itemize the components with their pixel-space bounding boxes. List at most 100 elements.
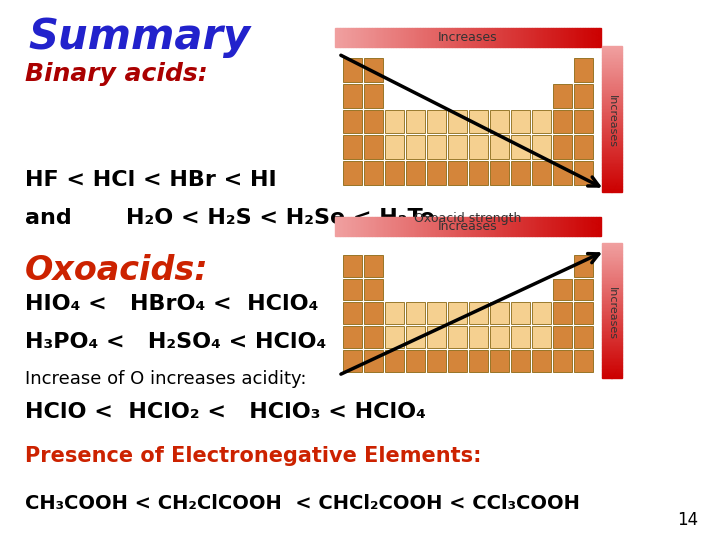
Bar (441, 28, 444, 47)
Bar (602, 321, 622, 322)
Bar (602, 107, 622, 109)
Bar (602, 282, 622, 284)
Bar (532, 161, 552, 185)
Bar (534, 217, 537, 236)
Bar (537, 217, 540, 236)
Bar (364, 302, 383, 324)
Bar (391, 28, 393, 47)
Bar (602, 165, 622, 167)
Bar (602, 307, 622, 308)
Bar (343, 161, 362, 185)
Bar (364, 84, 383, 107)
Bar (385, 217, 388, 236)
Bar (415, 217, 418, 236)
Bar (602, 129, 622, 131)
Bar (448, 326, 467, 348)
Bar (602, 179, 622, 180)
Bar (602, 313, 622, 314)
Bar (602, 98, 622, 100)
Bar (602, 132, 622, 133)
Bar (574, 279, 593, 300)
Bar (602, 332, 622, 333)
Bar (602, 125, 622, 126)
Bar (359, 28, 361, 47)
Bar (602, 252, 622, 254)
Bar (343, 326, 362, 348)
Bar (588, 217, 590, 236)
Bar (545, 217, 548, 236)
Bar (602, 330, 622, 332)
Text: and       H₂O < H₂S < H₂Se < H₂Te: and H₂O < H₂S < H₂Se < H₂Te (25, 208, 435, 228)
Bar (574, 84, 593, 107)
Bar (559, 28, 562, 47)
Bar (596, 217, 598, 236)
Text: Increase of O increases acidity:: Increase of O increases acidity: (25, 370, 307, 388)
Bar (500, 217, 503, 236)
Bar (602, 79, 622, 81)
Bar (479, 217, 481, 236)
Bar (582, 28, 585, 47)
Bar (574, 136, 593, 159)
Bar (602, 66, 622, 68)
Bar (602, 254, 622, 255)
Bar (585, 28, 588, 47)
Bar (343, 84, 362, 107)
Text: H₃PO₄ <   H₂SO₄ < HClO₄: H₃PO₄ < H₂SO₄ < HClO₄ (25, 332, 326, 352)
Bar (438, 217, 441, 236)
Bar (426, 28, 428, 47)
Bar (548, 217, 551, 236)
Bar (529, 217, 532, 236)
Bar (602, 333, 622, 335)
Bar (553, 110, 572, 133)
Bar (396, 217, 399, 236)
Bar (427, 350, 446, 372)
Bar (510, 326, 530, 348)
Bar (412, 28, 415, 47)
Bar (404, 28, 407, 47)
Bar (602, 59, 622, 60)
Bar (455, 28, 457, 47)
Bar (602, 181, 622, 183)
Bar (577, 28, 580, 47)
Bar (518, 217, 521, 236)
Bar (602, 120, 622, 122)
Bar (602, 56, 622, 58)
Bar (374, 28, 377, 47)
Bar (526, 28, 529, 47)
Bar (446, 217, 449, 236)
Bar (602, 123, 622, 125)
Bar (602, 346, 622, 347)
Bar (602, 329, 622, 330)
Text: Oxoacids:: Oxoacids: (25, 254, 209, 287)
Bar (602, 259, 622, 260)
Bar (406, 110, 425, 133)
Bar (602, 368, 622, 370)
Bar (602, 274, 622, 275)
Bar (366, 28, 369, 47)
Bar (384, 350, 404, 372)
Bar (562, 28, 564, 47)
Bar (602, 65, 622, 66)
Bar (465, 217, 468, 236)
Bar (602, 347, 622, 348)
Bar (343, 302, 362, 324)
Bar (343, 279, 362, 300)
Bar (423, 217, 426, 236)
Bar (364, 326, 383, 348)
Bar (574, 58, 593, 82)
Bar (602, 279, 622, 281)
Bar (602, 372, 622, 373)
Bar (369, 217, 372, 236)
Bar (602, 267, 622, 268)
Bar (602, 189, 622, 190)
Bar (469, 350, 488, 372)
Bar (412, 217, 415, 236)
Bar (602, 373, 622, 374)
Bar (490, 217, 492, 236)
Bar (602, 60, 622, 62)
Bar (602, 366, 622, 367)
Bar (427, 302, 446, 324)
Bar (490, 110, 509, 133)
Bar (590, 28, 593, 47)
Bar (427, 326, 446, 348)
